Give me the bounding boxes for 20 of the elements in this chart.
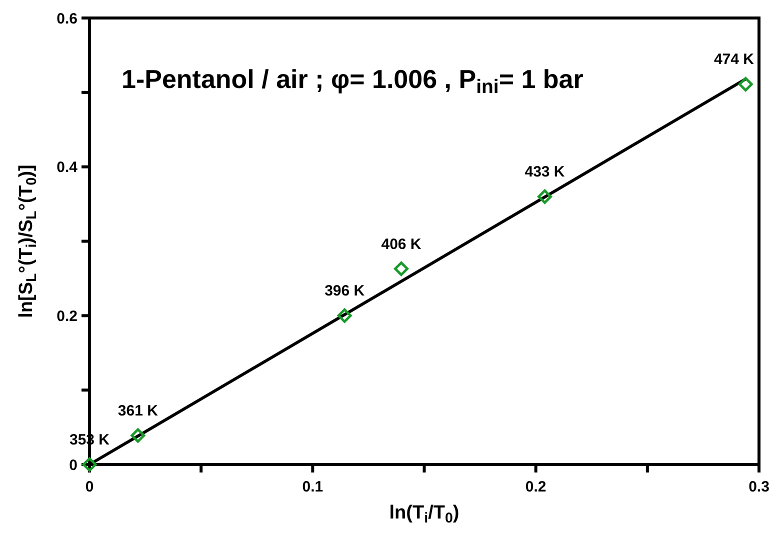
annotation: 406 K: [381, 236, 422, 253]
y-tick-label: 0.2: [56, 308, 78, 325]
point: [738, 76, 753, 92]
x-tick-label: 0.2: [525, 478, 546, 496]
y-tick-label: 0: [69, 456, 78, 474]
x-axis-title: ln(T$_{i}$/T$_{0}$): [389, 502, 460, 526]
point: [337, 308, 352, 323]
point: [538, 189, 552, 204]
x-tick-label: 0: [85, 478, 94, 496]
x-tick-label: 0.1: [302, 478, 324, 496]
point: [130, 428, 146, 443]
annotation: 474 K: [714, 51, 754, 68]
y-tick-label: 0.4: [56, 159, 78, 176]
text: 1-Pentanol / air ; φ= 1.006 , P$_{ini}$= 1 bar: [122, 64, 584, 98]
annotation: 396 K: [324, 282, 365, 300]
annotation: 361 K: [118, 402, 158, 420]
point: [394, 262, 409, 276]
y-tick-label: 0.6: [56, 10, 78, 28]
annotation: 433 K: [524, 164, 565, 181]
x-tick-label: 0.3: [748, 478, 770, 496]
